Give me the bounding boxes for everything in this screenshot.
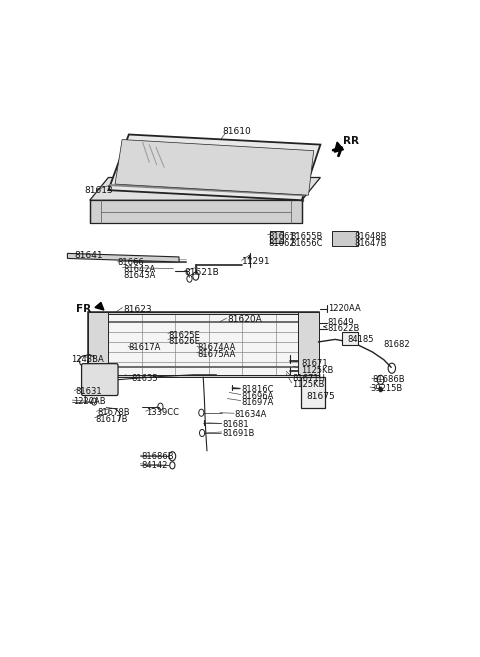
Polygon shape <box>335 142 344 152</box>
Text: 81662: 81662 <box>268 238 295 248</box>
FancyBboxPatch shape <box>300 377 325 407</box>
Polygon shape <box>332 231 358 246</box>
Text: 81678B: 81678B <box>97 408 130 417</box>
Polygon shape <box>298 311 319 377</box>
Polygon shape <box>67 254 179 262</box>
Text: 81649: 81649 <box>328 318 354 327</box>
Text: RR: RR <box>343 135 359 146</box>
Text: 81666: 81666 <box>118 258 144 267</box>
Text: 81655B: 81655B <box>290 232 323 241</box>
Polygon shape <box>115 139 314 195</box>
Text: 81634A: 81634A <box>235 410 267 419</box>
Polygon shape <box>88 311 108 377</box>
Text: 1125KB: 1125KB <box>301 366 334 374</box>
Text: 81620A: 81620A <box>228 315 262 324</box>
Text: 81686B: 81686B <box>372 375 405 384</box>
Text: 81691B: 81691B <box>223 429 255 438</box>
Polygon shape <box>88 311 319 377</box>
Polygon shape <box>95 302 104 310</box>
Polygon shape <box>108 135 321 200</box>
Text: 81816C: 81816C <box>241 386 274 394</box>
Text: 81648B: 81648B <box>354 232 386 241</box>
Text: 81675AA: 81675AA <box>198 350 236 359</box>
Text: 84185: 84185 <box>347 335 374 344</box>
Text: 39215B: 39215B <box>371 384 403 393</box>
Text: 81661: 81661 <box>268 232 295 241</box>
Text: 81631: 81631 <box>75 388 101 396</box>
Polygon shape <box>270 231 283 243</box>
Text: 1243BA: 1243BA <box>71 355 104 363</box>
FancyBboxPatch shape <box>342 332 358 346</box>
Text: 81647B: 81647B <box>354 238 386 248</box>
Text: 81613: 81613 <box>84 186 113 194</box>
Text: 1125KB: 1125KB <box>292 380 325 389</box>
Text: 81610: 81610 <box>222 127 251 137</box>
Text: 81635: 81635 <box>132 374 158 383</box>
Text: 1339CC: 1339CC <box>146 408 180 417</box>
Text: 81675: 81675 <box>306 392 335 401</box>
Text: 81674AA: 81674AA <box>198 344 236 352</box>
Text: 81622B: 81622B <box>328 325 360 333</box>
Text: 1220AA: 1220AA <box>328 304 360 313</box>
FancyBboxPatch shape <box>82 364 118 396</box>
Text: 81656C: 81656C <box>290 238 323 248</box>
Text: FR: FR <box>76 304 91 314</box>
Polygon shape <box>90 177 321 200</box>
Text: 11291: 11291 <box>242 258 271 267</box>
Text: 81671H: 81671H <box>292 374 325 383</box>
Text: 81697A: 81697A <box>241 397 274 407</box>
Text: 81671: 81671 <box>301 359 328 368</box>
Circle shape <box>379 387 383 392</box>
Text: 84142: 84142 <box>141 461 168 470</box>
Text: 1220AB: 1220AB <box>73 397 106 406</box>
Text: 81617B: 81617B <box>96 415 128 424</box>
Text: 81641: 81641 <box>74 252 103 260</box>
Polygon shape <box>90 200 302 223</box>
Text: 81617A: 81617A <box>129 344 161 352</box>
Text: 81623: 81623 <box>123 305 152 313</box>
Text: 81643A: 81643A <box>123 271 156 280</box>
Text: 81626E: 81626E <box>168 337 201 346</box>
Text: 81621B: 81621B <box>185 268 219 277</box>
Text: 81682: 81682 <box>384 340 410 349</box>
Text: 81696A: 81696A <box>241 392 274 401</box>
Text: 81686B: 81686B <box>141 452 174 461</box>
Polygon shape <box>88 374 319 377</box>
Text: 81681: 81681 <box>223 420 249 430</box>
Text: 81642A: 81642A <box>123 265 156 273</box>
Polygon shape <box>88 311 319 314</box>
Text: 81625E: 81625E <box>168 331 200 340</box>
